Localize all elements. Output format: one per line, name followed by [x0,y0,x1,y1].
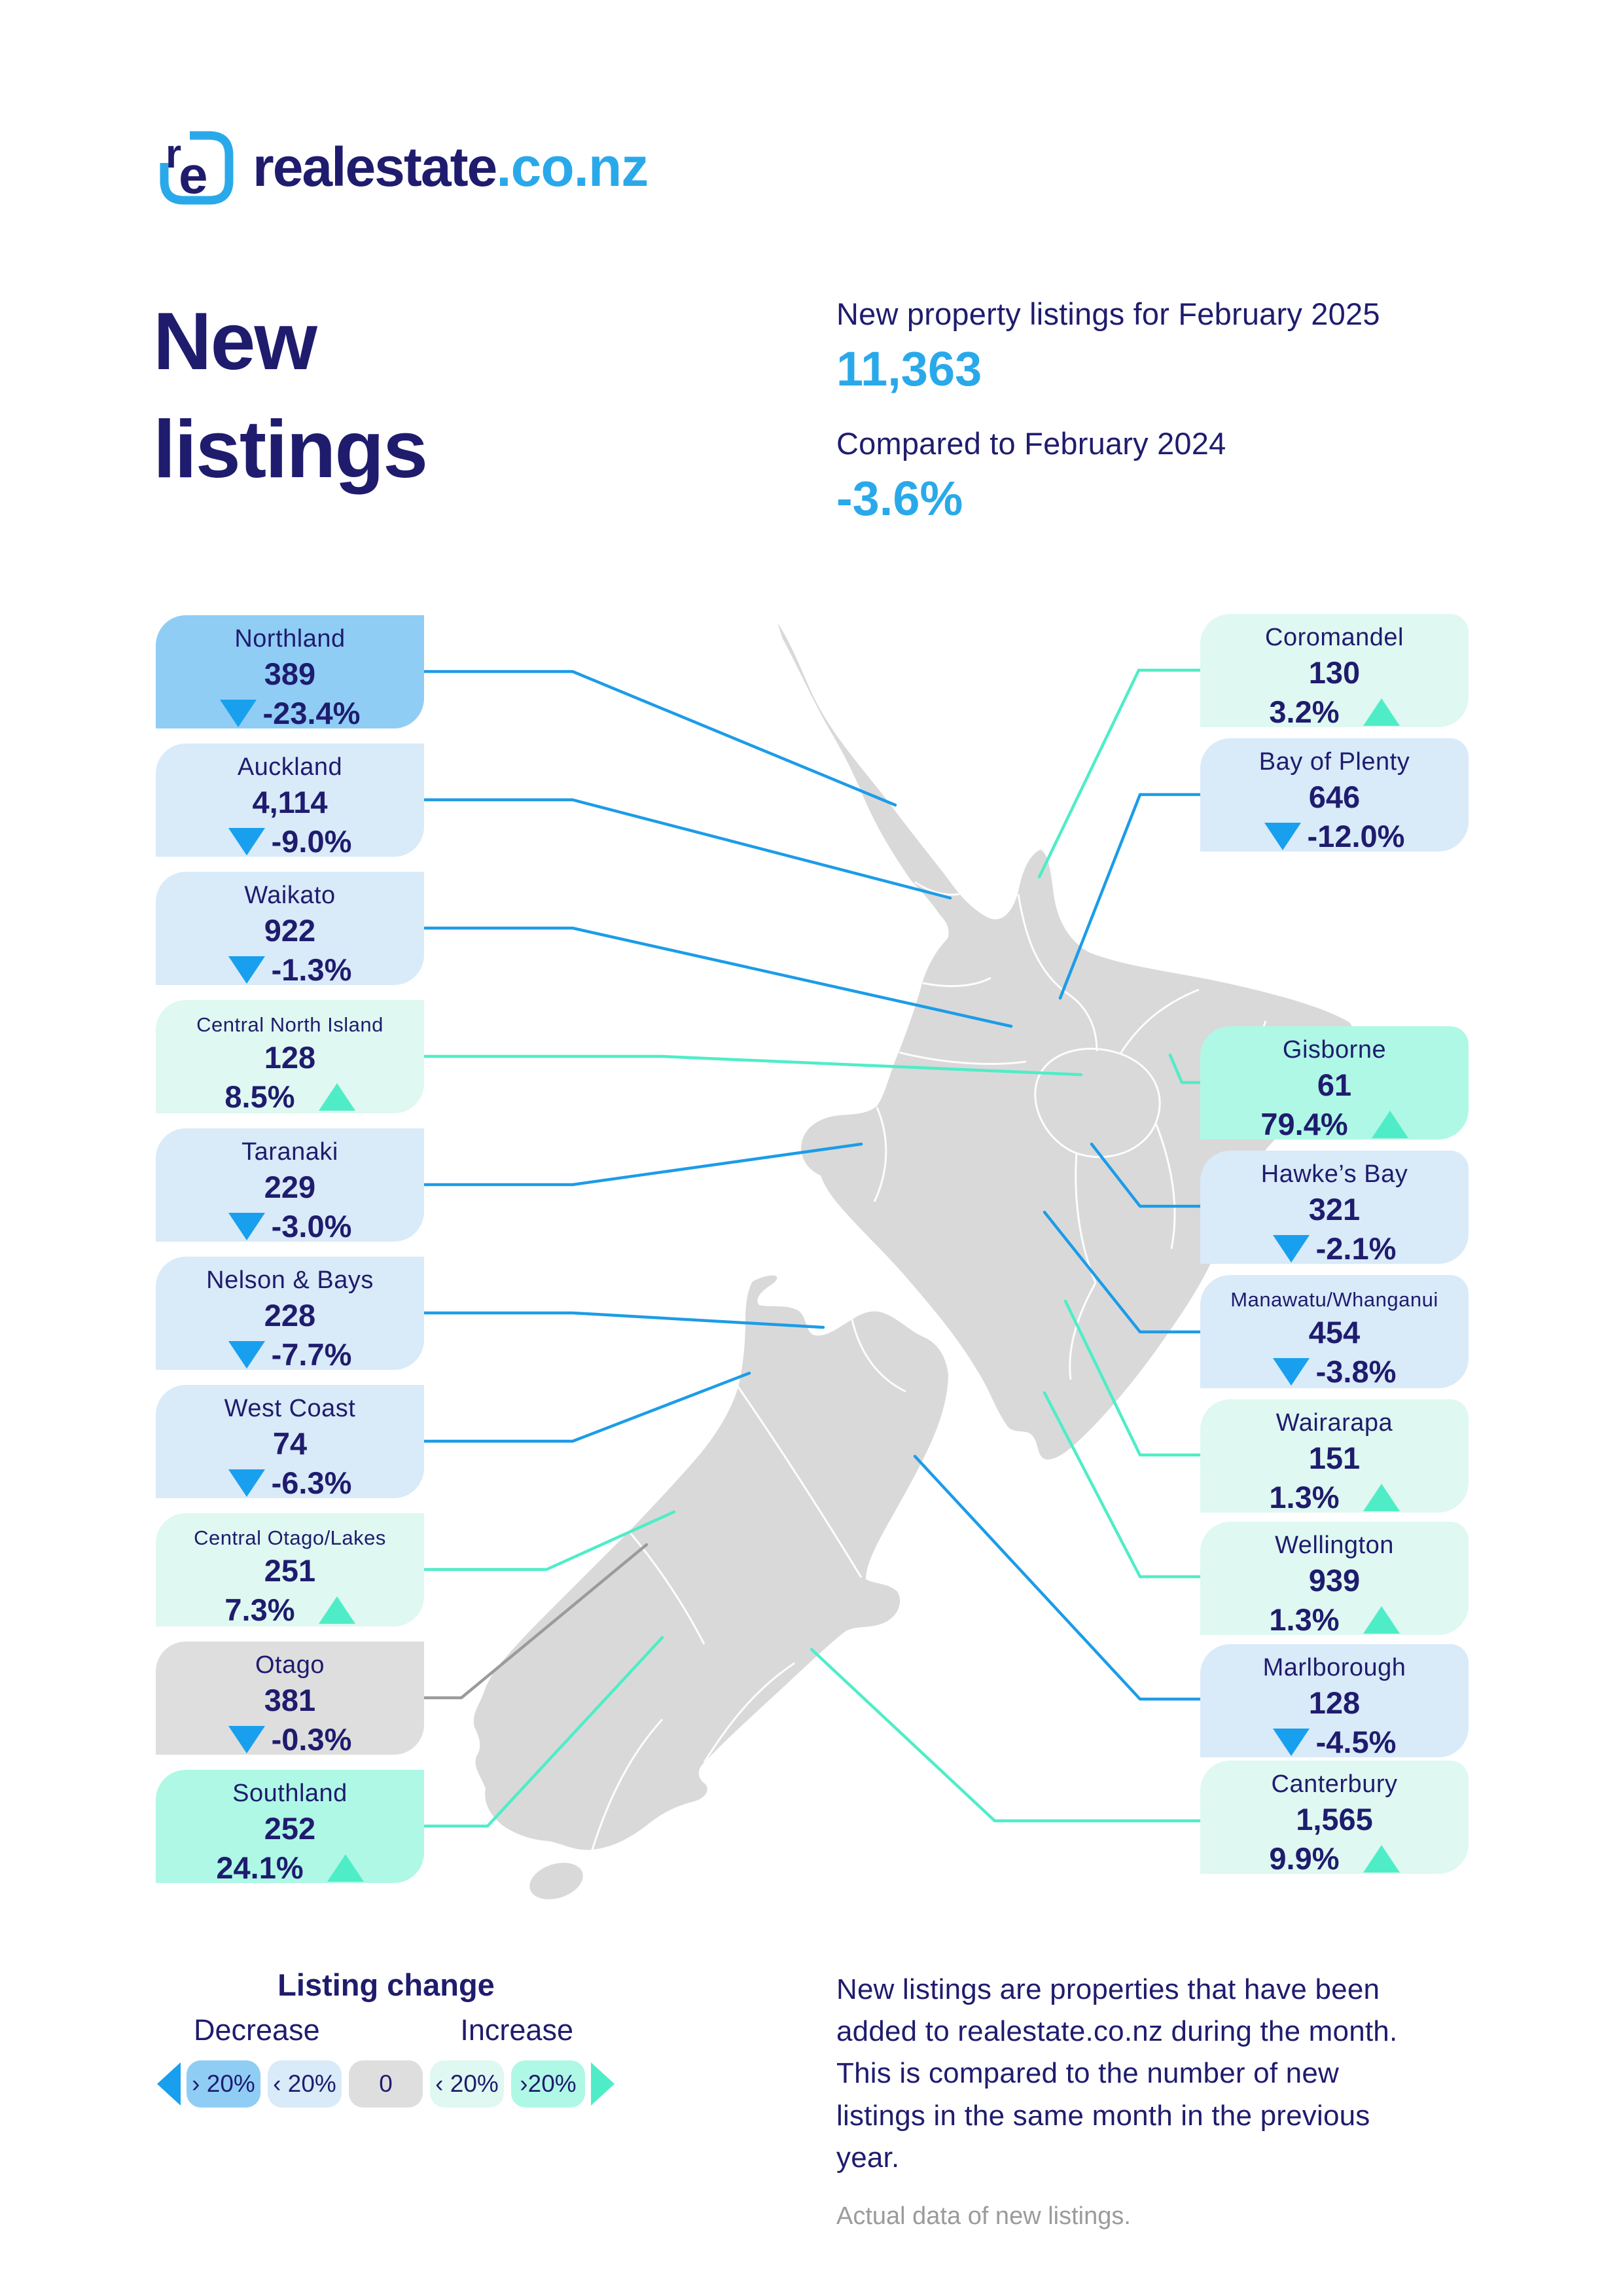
page-title: New listings [153,296,428,495]
connector-central-north-island [423,1054,1083,1077]
connector-bay-of-plenty [1058,793,1204,1000]
legend-pill-decrease-gt20: › 20% [187,2060,260,2108]
decrease-arrow-icon [228,827,265,855]
region-card-coromandel: Coromandel 130 3.2% [1200,614,1469,729]
south-island-shape [473,1275,948,1850]
connector-hawkes-bay [1090,1142,1204,1208]
connector-auckland [423,798,952,900]
decrease-arrow-icon [1272,1728,1310,1756]
decrease-arrow-icon [1264,822,1301,850]
connector-wairarapa [1063,1299,1204,1457]
region-card-taranaki: Taranaki 229 -3.0% [156,1128,424,1244]
connector-wellington [1043,1391,1204,1579]
region-card-nelson-bays: Nelson & Bays 228 -7.7% [156,1257,424,1372]
connector-nelson-bays [423,1311,825,1329]
legend-pill-increase-gt20: ›20% [511,2060,585,2108]
decrease-arrow-icon [228,1469,265,1497]
decrease-arrow-icon [228,1340,265,1369]
footer-note: Actual data of new listings. [836,2202,1131,2231]
logo-suffix: .co.nz [496,136,649,198]
decrease-arrow-icon [228,1725,265,1753]
region-card-otago: Otago 381 -0.3% [156,1641,424,1757]
listings-label: New property listings for February 2025 [836,296,1380,331]
svg-text:r: r [166,132,181,177]
connector-waikato [423,926,1013,1028]
headline-stats: New property listings for February 2025 … [836,296,1380,526]
increase-arrow-icon [327,1854,364,1882]
connector-canterbury [810,1647,1204,1823]
region-card-gisborne: Gisborne 61 79.4% [1200,1026,1469,1141]
compare-value: -3.6% [836,471,963,526]
region-card-central-north-island: Central North Island 128 8.5% [156,1000,424,1114]
region-card-southland: Southland 252 24.1% [156,1770,424,1885]
realestate-logo: r e realestate.co.nz [157,128,649,210]
region-card-auckland: Auckland 4,114 -9.0% [156,744,424,859]
connector-northland [423,670,897,807]
decrease-arrow-icon [1272,1357,1310,1386]
connector-marlborough [913,1454,1204,1701]
region-card-wairarapa: Wairarapa 151 1.3% [1200,1399,1469,1515]
increase-arrow-icon [318,1596,355,1624]
stewart-island-shape [529,1863,583,1899]
connector-coromandel [1037,668,1204,879]
decrease-arrow-icon [228,956,265,984]
legend-pill-zero: 0 [349,2060,423,2108]
realestate-logo-icon: r e [157,128,236,210]
region-card-waikato: Waikato 922 -1.3% [156,872,424,987]
decrease-arrow-icon [228,1212,265,1240]
legend-pill-decrease-lt20: ‹ 20% [268,2060,342,2108]
listings-value: 11,363 [836,342,982,396]
increase-arrow-icon [1371,1110,1408,1138]
legend-scale: › 20% ‹ 20% 0 ‹ 20% ›20% [157,2060,615,2108]
legend-decrease-label: Decrease [194,2013,320,2047]
increase-direction-arrow-icon [591,2062,615,2106]
logo-wordmark: realestate.co.nz [253,136,649,198]
connector-manawatu-whanganui [1043,1210,1204,1334]
svg-text:e: e [179,146,208,204]
increase-arrow-icon [318,1083,355,1111]
footer-description: New listings are properties that have be… [836,1973,1398,2174]
decrease-arrow-icon [1272,1234,1310,1263]
connector-otago [423,1543,649,1700]
legend-title: Listing change [277,1967,495,2002]
connector-gisborne [1168,1053,1204,1085]
increase-arrow-icon [1363,1844,1400,1873]
connector-southland [423,1636,664,1828]
legend: Listing change Decrease Increase › 20% ‹… [157,1967,615,2108]
legend-increase-label: Increase [460,2013,573,2047]
connector-taranaki [423,1142,863,1187]
region-card-hawkes-bay: Hawke’s Bay 321 -2.1% [1200,1151,1469,1266]
connector-west-coast [423,1371,751,1443]
region-card-bay-of-plenty: Bay of Plenty 646 -12.0% [1200,738,1469,853]
increase-arrow-icon [1363,1605,1400,1634]
footer: New listings are properties that have be… [836,1969,1436,2231]
region-card-central-otago-lakes: Central Otago/Lakes 251 7.3% [156,1513,424,1627]
increase-arrow-icon [1363,698,1400,726]
decrease-direction-arrow-icon [157,2062,181,2106]
region-card-manawatu-whanganui: Manawatu/Whanganui 454 -3.8% [1200,1275,1469,1389]
compare-label: Compared to February 2024 [836,426,1226,461]
decrease-arrow-icon [219,699,257,727]
connector-central-otago-lakes [423,1510,676,1571]
region-card-northland: Northland 389 -23.4% [156,615,424,730]
region-card-west-coast: West Coast 74 -6.3% [156,1385,424,1500]
region-card-canterbury: Canterbury 1,565 9.9% [1200,1761,1469,1876]
increase-arrow-icon [1363,1483,1400,1511]
legend-pill-increase-lt20: ‹ 20% [430,2060,504,2108]
region-card-marlborough: Marlborough 128 -4.5% [1200,1644,1469,1759]
region-card-wellington: Wellington 939 1.3% [1200,1522,1469,1637]
